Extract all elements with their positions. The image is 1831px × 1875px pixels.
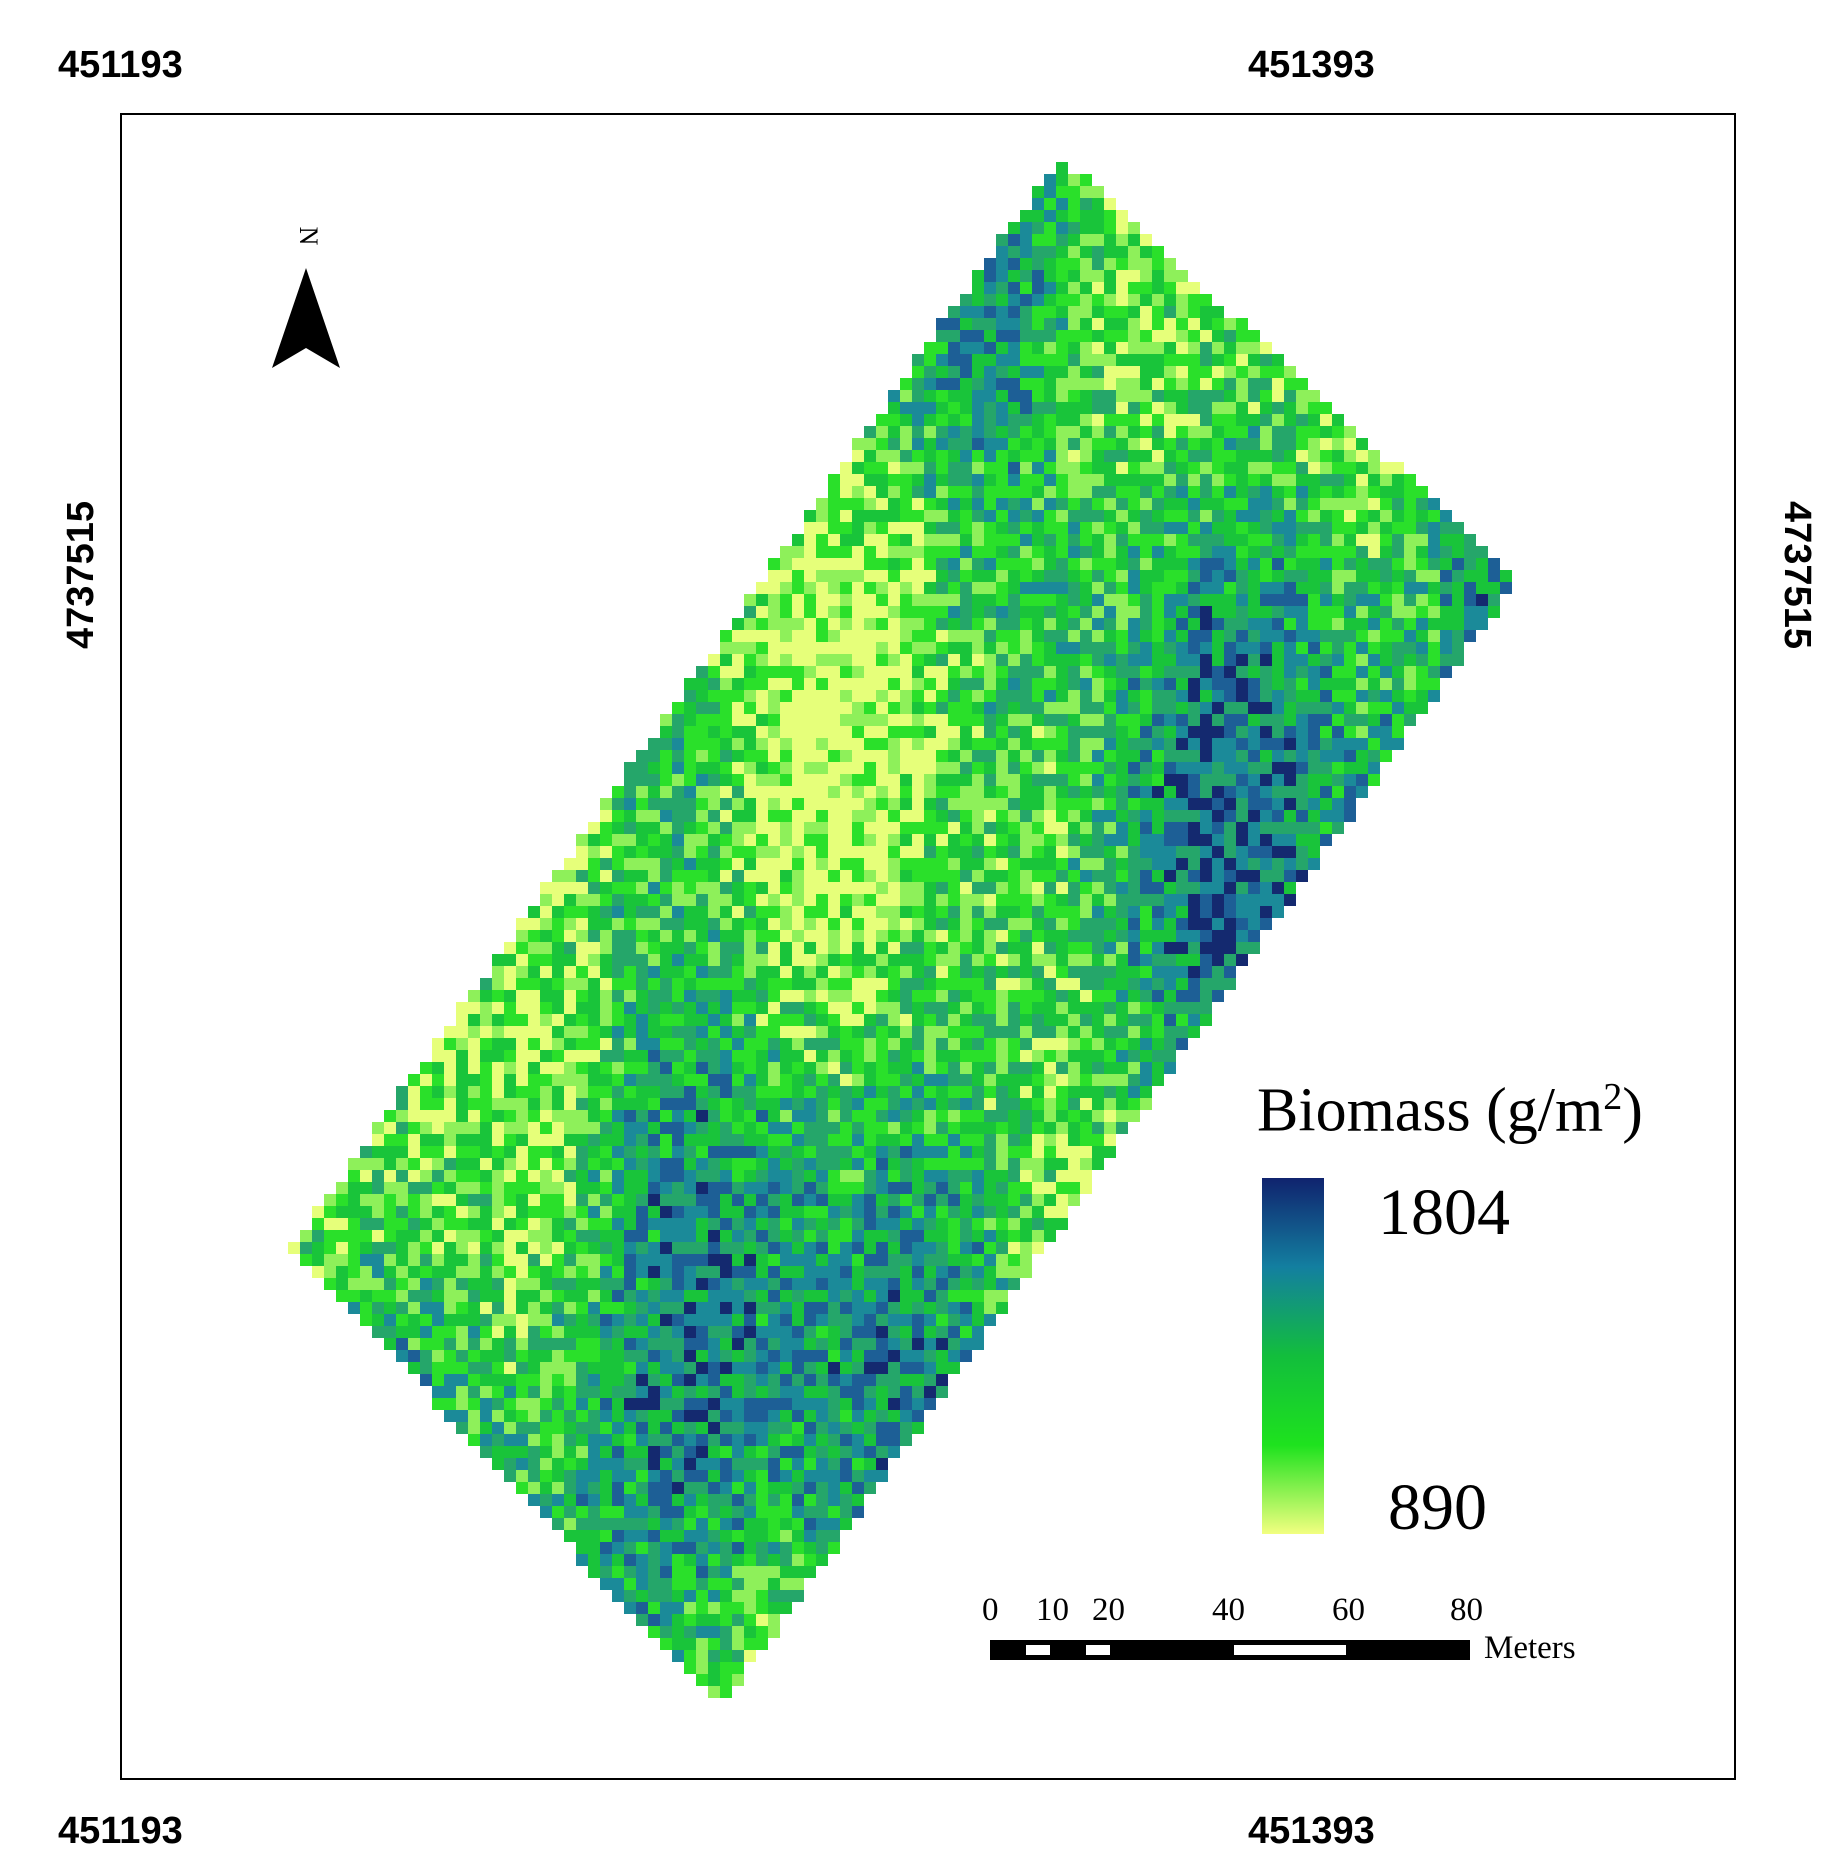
scale-tick-20: 20 [1092,1592,1125,1628]
scale-tick-40: 40 [1212,1592,1245,1628]
north-arrow-icon: N [272,227,340,368]
scale-bar [990,1640,1470,1660]
coord-bottom-right: 451393 [1248,1810,1375,1852]
north-label: N [294,227,323,246]
legend-max-value: 1804 [1378,1176,1510,1249]
coord-bottom-left: 451193 [58,1810,183,1852]
coord-top-left: 451193 [58,44,183,86]
scale-unit: Meters [1484,1630,1576,1666]
legend-color-ramp [1262,1178,1324,1534]
map-frame [120,113,1736,1780]
raster-cells [288,162,1512,1698]
coord-top-right: 451393 [1248,44,1375,86]
scale-tick-10: 10 [1036,1592,1069,1628]
scale-tick-0: 0 [982,1592,999,1628]
scale-tick-60: 60 [1332,1592,1365,1628]
legend-min-value: 890 [1388,1471,1487,1544]
legend-title: Biomass (g/m2) [1257,1076,1643,1145]
scale-tick-80: 80 [1450,1592,1483,1628]
